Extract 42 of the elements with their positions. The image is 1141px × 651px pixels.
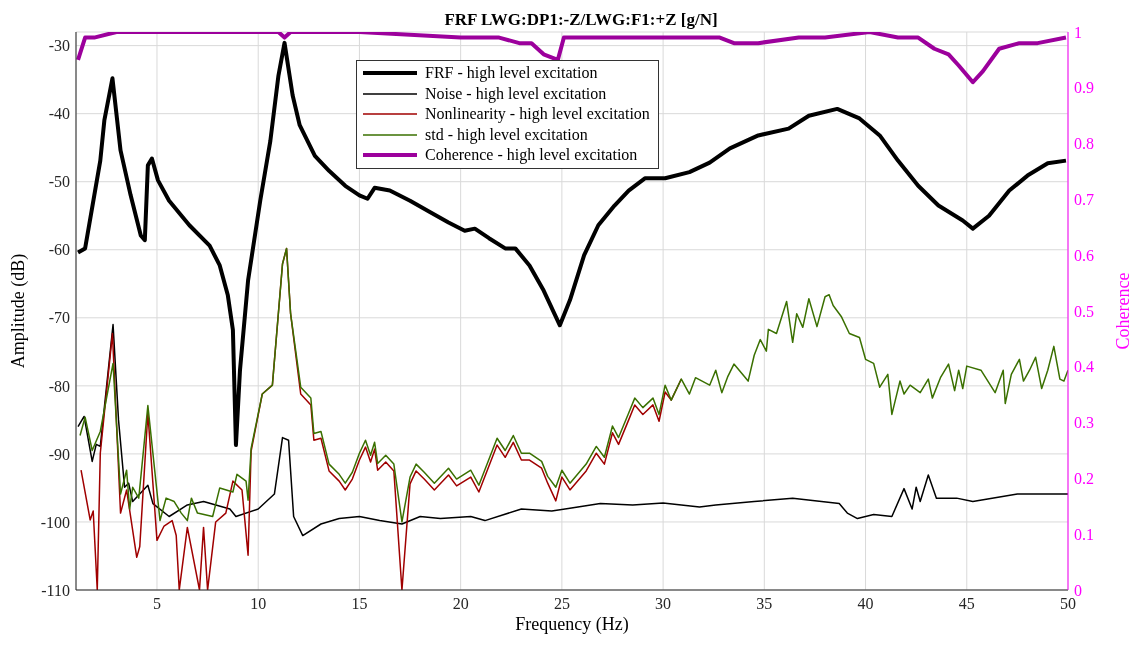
legend-label: std - high level excitation	[425, 125, 588, 144]
y-tick-label: -80	[48, 377, 70, 395]
y2-axis-title: Coherence	[1113, 272, 1134, 350]
y2-tick-label: 0.8	[1074, 135, 1094, 153]
y2-tick-label: 0.1	[1074, 525, 1094, 543]
legend-label: Noise - high level excitation	[425, 84, 607, 103]
line-series	[79, 247, 1068, 523]
x-tick-label: 15	[351, 595, 368, 613]
y2-tick-label: 0.3	[1074, 414, 1094, 432]
legend-label: Nonlinearity - high level excitation	[425, 105, 650, 124]
line-series	[76, 40, 1068, 448]
y2-tick-label: 0.6	[1074, 246, 1094, 264]
y-tick-label: -60	[48, 241, 70, 259]
x-axis-title: Frequency (Hz)	[515, 614, 629, 635]
y-tick-label: -100	[40, 513, 70, 531]
chart-title: FRF LWG:DP1:-Z/LWG:F1:+Z [g/N]	[444, 10, 718, 29]
y2-tick-label: 0	[1074, 581, 1082, 599]
y-tick-label: -110	[41, 581, 70, 599]
y2-tick-label: 0.4	[1074, 358, 1094, 376]
x-tick-label: 40	[857, 595, 874, 613]
y2-tick-label: 0.2	[1074, 470, 1094, 488]
x-tick-label: 45	[958, 595, 975, 613]
x-tick-label: 50	[1060, 595, 1076, 613]
x-tick-label: 30	[655, 595, 672, 613]
line-series	[77, 323, 1068, 537]
y2-tick-label: 0.5	[1074, 302, 1094, 320]
y-tick-label: -40	[48, 105, 70, 123]
y2-tick-label: 0.7	[1074, 191, 1094, 209]
y2-tick-label: 0.9	[1074, 79, 1094, 97]
legend-label: FRF - high level excitation	[425, 64, 598, 83]
x-tick-label: 35	[756, 595, 773, 613]
legend-label: Coherence - high level excitation	[425, 146, 638, 165]
y2-tick-label: 1	[1074, 23, 1082, 41]
y-tick-label: -90	[48, 445, 70, 463]
x-tick-label: 20	[452, 595, 469, 613]
x-tick-label: 25	[553, 595, 570, 613]
x-tick-label: 5	[152, 595, 161, 613]
y-axis-title: Amplitude (dB)	[8, 253, 30, 369]
y-tick-label: -30	[48, 37, 70, 55]
y-tick-label: -70	[48, 309, 70, 327]
y-tick-label: -50	[48, 173, 70, 191]
x-tick-label: 10	[250, 595, 267, 613]
